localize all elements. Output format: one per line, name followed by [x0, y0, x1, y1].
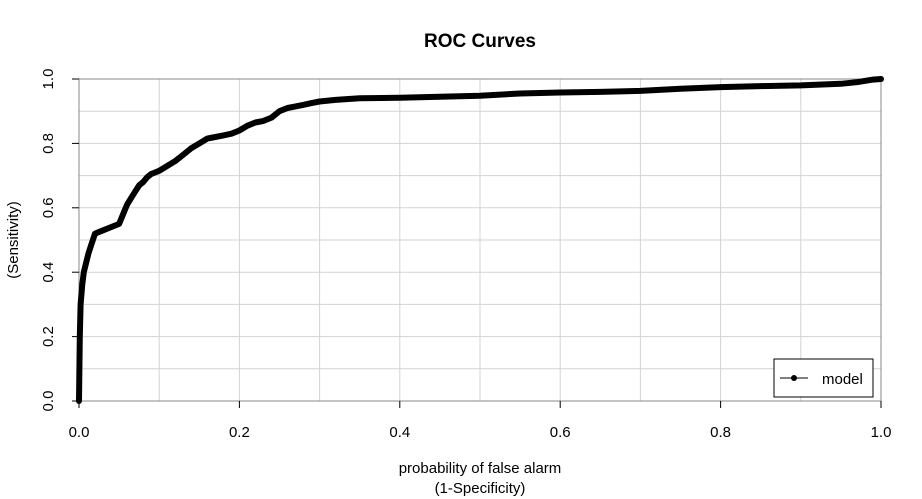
plot-frame: [78, 78, 882, 402]
legend: model: [773, 358, 874, 398]
x-tick-label: 0.2: [229, 424, 250, 441]
x-tick-label: 0.0: [69, 424, 90, 441]
x-axis: 0.0 0.2 0.4 0.6 0.8 1.0: [69, 401, 892, 441]
grid: [78, 78, 882, 402]
x-axis-label-line2: (1-Specificity): [435, 480, 526, 497]
y-tick-label: 0.4: [40, 262, 57, 283]
legend-marker: [791, 375, 797, 381]
x-axis-label-line1: probability of false alarm: [399, 460, 562, 477]
y-axis: 0.0 0.2 0.4 0.6 0.8 1.0: [40, 69, 79, 412]
y-tick-label: 0.6: [40, 197, 57, 218]
y-tick-label: 0.2: [40, 326, 57, 347]
y-tick-label: 0.0: [40, 391, 57, 412]
x-tick-label: 0.4: [389, 424, 410, 441]
y-tick-label: 1.0: [40, 69, 57, 90]
x-tick-label: 1.0: [871, 424, 892, 441]
roc-series-line: [76, 76, 884, 404]
x-tick-label: 0.6: [550, 424, 571, 441]
y-tick-label: 0.8: [40, 133, 57, 154]
x-tick-label: 0.8: [710, 424, 731, 441]
chart-title: ROC Curves: [424, 31, 536, 52]
y-axis-label-line1: (Sensitivity): [5, 201, 22, 279]
legend-label-model: model: [822, 371, 863, 388]
